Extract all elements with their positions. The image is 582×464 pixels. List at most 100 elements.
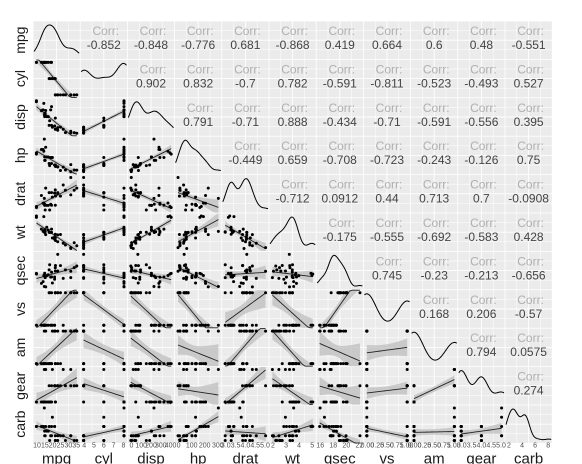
confidence-band <box>319 331 360 367</box>
strip-label-left: cyl <box>12 70 28 87</box>
fit-line <box>83 339 125 360</box>
corr-label: Corr: <box>517 370 544 384</box>
data-point <box>53 400 57 404</box>
data-point <box>72 291 76 295</box>
data-point <box>168 204 172 208</box>
corr-value: -0.848 <box>134 38 168 52</box>
data-point <box>144 263 148 267</box>
corr-label: Corr: <box>328 139 355 153</box>
data-point <box>329 368 333 372</box>
corr-label: Corr: <box>328 216 355 230</box>
data-point <box>229 438 233 442</box>
data-point <box>178 291 182 295</box>
data-point <box>131 163 135 167</box>
data-point <box>190 230 194 234</box>
data-point <box>43 362 47 366</box>
data-point <box>459 434 463 438</box>
data-point <box>122 434 126 438</box>
data-point <box>75 264 79 268</box>
data-point <box>288 400 292 404</box>
data-point <box>182 329 186 333</box>
data-point <box>48 208 52 212</box>
data-point <box>56 438 60 442</box>
data-point <box>58 264 62 268</box>
corr-value: 0.44 <box>375 192 399 206</box>
data-point <box>122 329 126 333</box>
data-point <box>238 284 242 288</box>
data-point <box>50 415 54 419</box>
data-point <box>452 384 456 388</box>
data-point <box>43 434 47 438</box>
data-point <box>139 270 143 274</box>
data-point <box>61 368 65 372</box>
data-point <box>48 119 52 123</box>
data-point <box>63 243 67 247</box>
data-point <box>50 275 54 279</box>
data-point <box>201 425 205 429</box>
data-point <box>292 280 296 284</box>
data-point <box>310 362 314 366</box>
data-point <box>72 384 76 388</box>
density-curve <box>127 101 174 129</box>
data-point <box>149 362 153 366</box>
data-point <box>277 368 281 372</box>
data-point <box>154 208 158 212</box>
data-point <box>61 241 65 245</box>
data-point <box>50 203 54 207</box>
data-point <box>223 263 227 267</box>
data-point <box>69 170 73 174</box>
data-point <box>297 362 301 366</box>
data-point <box>322 323 326 327</box>
data-point <box>82 438 86 442</box>
data-point <box>405 400 409 404</box>
data-point <box>82 233 86 237</box>
data-point <box>152 368 156 372</box>
corr-label: Corr: <box>140 62 167 76</box>
strip-label-left-group: drat <box>12 182 28 206</box>
corr-value: -0.555 <box>370 230 404 244</box>
data-point <box>332 425 336 429</box>
data-point <box>190 274 194 278</box>
corr-value: 0.659 <box>278 153 308 167</box>
confidence-band <box>272 328 313 367</box>
data-point <box>53 329 57 333</box>
data-point <box>201 362 205 366</box>
corr-label: Corr: <box>376 216 403 230</box>
data-point <box>102 164 106 168</box>
data-point <box>184 323 188 327</box>
corr-value: 0.274 <box>514 384 544 398</box>
data-point <box>248 329 252 333</box>
data-point <box>50 105 54 109</box>
data-point <box>82 239 86 243</box>
data-point <box>358 362 362 366</box>
data-point <box>248 243 252 247</box>
data-point <box>50 125 54 129</box>
data-point <box>194 368 198 372</box>
data-point <box>82 323 86 327</box>
strip-label-bottom: hp <box>190 450 207 464</box>
data-point <box>182 183 186 187</box>
data-point <box>238 323 242 327</box>
data-point <box>184 269 188 273</box>
x-tick-label: 300 <box>155 442 167 449</box>
data-point <box>290 425 294 429</box>
data-point <box>139 161 143 165</box>
data-point <box>82 368 86 372</box>
data-point <box>75 168 79 172</box>
corr-value: -0.175 <box>323 230 357 244</box>
strip-label-left-group: vs <box>12 302 28 316</box>
data-point <box>139 291 143 295</box>
corr-value: 0.664 <box>372 38 402 52</box>
data-point <box>131 291 135 295</box>
data-point <box>53 124 57 128</box>
corr-value: 0.395 <box>514 115 544 129</box>
data-point <box>290 384 294 388</box>
data-point <box>291 263 295 267</box>
data-point <box>45 225 49 229</box>
data-point <box>139 425 143 429</box>
data-point <box>365 400 369 404</box>
data-point <box>39 194 43 198</box>
data-point <box>216 196 220 200</box>
data-point <box>162 400 166 404</box>
data-point <box>53 236 57 240</box>
